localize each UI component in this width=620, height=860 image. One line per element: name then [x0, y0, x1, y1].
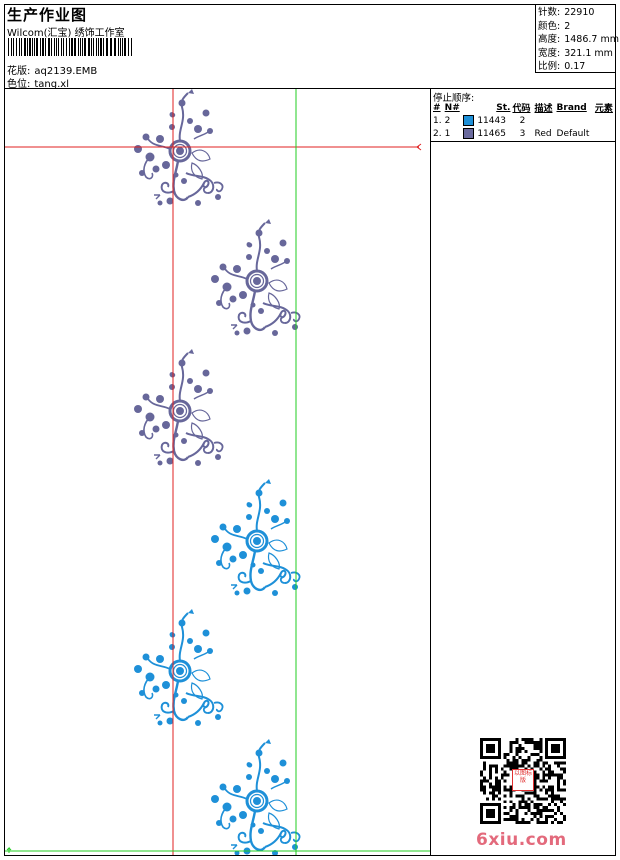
stat-width: 宽度: 321.1 mm — [538, 47, 619, 61]
red-guide-arrow-icon — [416, 143, 422, 151]
colorway-line: 色位: tang.xl — [7, 75, 69, 90]
stat-value: 0.17 — [564, 61, 586, 72]
barcode-icon — [8, 38, 132, 56]
stat-label: 比例: — [538, 61, 561, 72]
col-element: 元素 — [594, 104, 613, 114]
color-sequence-table: # N# St. 代码 描述 Brand 元素 1. 2 11443 2 2. … — [432, 101, 616, 140]
table-bottom-divider — [431, 141, 616, 142]
row-element — [594, 114, 616, 127]
design-preview — [5, 89, 430, 855]
table-header-row: # N# St. 代码 描述 Brand 元素 — [432, 101, 616, 115]
stat-value: 22910 — [564, 7, 595, 18]
stop-sequence-title: 停止顺序: — [433, 93, 475, 104]
row-stitches: 3 — [519, 128, 526, 139]
stats-divider — [535, 4, 536, 72]
stat-stitches: 针数: 22910 — [538, 6, 619, 20]
table-row: 1. 2 11443 2 — [432, 114, 616, 127]
motif-blue-2 — [132, 607, 225, 728]
row-swatch-code: 11465 — [462, 127, 511, 140]
colorway-label: 色位: — [7, 79, 31, 90]
row-description: Red — [534, 128, 552, 139]
stat-value: 2 — [564, 20, 571, 32]
motif-blue-3 — [209, 737, 302, 855]
stat-label: 针数: — [538, 7, 561, 18]
stat-label: 颜色: — [538, 20, 561, 32]
stats-panel: 针数: 22910 颜色: 2 高度: 1486.7 mm 宽度: 321.1 mm 比… — [538, 6, 619, 74]
qr-code-icon — [480, 738, 566, 824]
panel-divider — [430, 88, 431, 856]
motif-purple-3 — [132, 347, 225, 468]
colorway-value: tang.xl — [34, 79, 69, 90]
col-code: 代码 — [512, 104, 531, 114]
seal-stamp: 以图标版 — [512, 769, 534, 791]
col-index: # — [433, 102, 441, 113]
row-swatch-code: 11443 — [462, 114, 511, 127]
row-needle: 1 — [444, 128, 451, 139]
row-index: 1. — [433, 115, 442, 126]
table-row: 2. 1 11465 3 Red Default — [432, 127, 616, 140]
row-stitches: 2 — [519, 115, 526, 126]
stat-colors: 颜色: 2 — [538, 20, 619, 34]
stat-label: 高度: — [538, 34, 561, 45]
color-swatch — [463, 115, 475, 126]
company-name: Wilcom(汇宝) 绣饰工作室 — [7, 28, 125, 39]
stat-label: 宽度: — [538, 47, 561, 59]
page-title: 生产作业图 — [7, 6, 88, 24]
color-swatch — [463, 128, 475, 139]
row-code: 11465 — [477, 129, 506, 139]
row-element — [594, 127, 616, 140]
col-brand: Brand — [556, 102, 587, 113]
stat-scale: 比例: 0.17 — [538, 60, 619, 74]
stat-height: 高度: 1486.7 mm — [538, 33, 619, 47]
row-description — [533, 114, 555, 127]
stats-bottom-divider — [535, 72, 616, 73]
stat-value: 1486.7 mm — [564, 34, 619, 45]
row-needle: 2 — [444, 115, 451, 126]
site-watermark: 6xiu.com — [476, 830, 567, 850]
green-guide-arrow-icon — [6, 846, 12, 853]
col-needle: N# — [444, 102, 460, 113]
design-value: aq2139.EMB — [34, 66, 98, 77]
row-index: 2. — [433, 128, 442, 139]
row-brand: Default — [556, 128, 590, 139]
design-label: 花版: — [7, 66, 31, 77]
row-code: 11443 — [477, 116, 506, 126]
row-brand — [556, 114, 594, 127]
stat-value: 321.1 mm — [564, 47, 613, 59]
header-divider — [4, 88, 616, 89]
col-stitches: St. — [496, 102, 511, 113]
col-description: 描述 — [534, 104, 553, 114]
motif-blue-1 — [209, 477, 302, 598]
sheet-frame — [4, 4, 616, 856]
design-file-line: 花版: aq2139.EMB — [7, 62, 97, 77]
motif-purple-2 — [209, 217, 302, 338]
